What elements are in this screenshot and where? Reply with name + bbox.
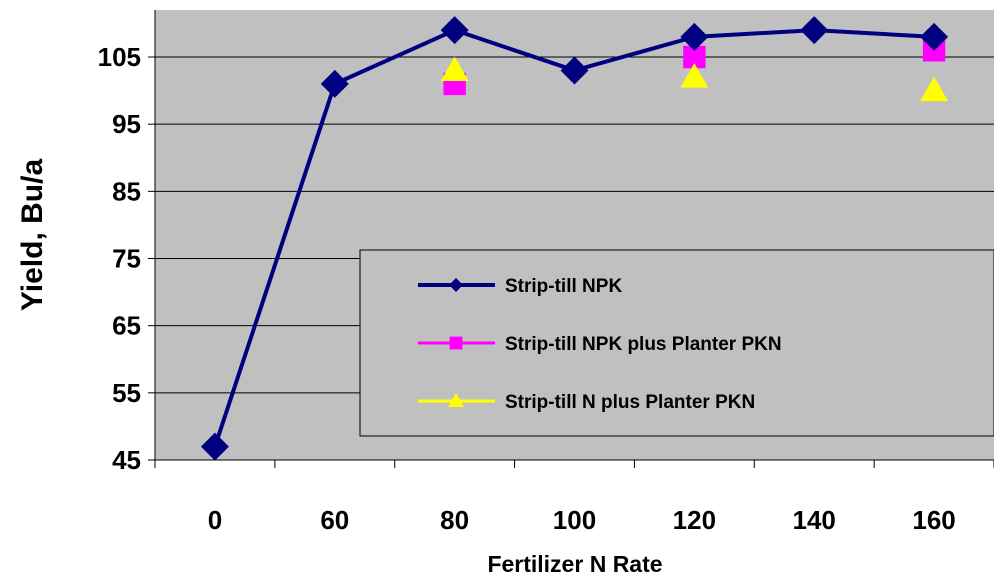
x-tick-label: 120 xyxy=(673,505,716,535)
x-tick-label: 140 xyxy=(793,505,836,535)
data-point xyxy=(920,22,949,51)
legend-entry-label: Strip-till NPK xyxy=(505,276,622,297)
data-point xyxy=(680,22,709,51)
series-2 xyxy=(440,56,949,102)
x-tick-label: 100 xyxy=(553,505,596,535)
y-axis-title: Yield, Bu/a xyxy=(16,159,49,312)
data-point xyxy=(680,63,709,88)
axes xyxy=(148,10,994,468)
x-tick-label: 0 xyxy=(208,505,222,535)
series-layer xyxy=(200,16,949,461)
y-tick-label: 105 xyxy=(98,42,141,72)
y-tick-labels: 45 55 65 75 85 95 105 xyxy=(98,42,141,475)
data-point xyxy=(200,432,229,461)
legend: Strip-till NPK Strip-till NPK plus Plante… xyxy=(359,249,994,437)
legend-entry-label: Strip-till NPK plus Planter PKN xyxy=(505,334,782,355)
x-tick-label: 60 xyxy=(320,505,349,535)
y-tick-label: 85 xyxy=(112,176,141,206)
legend-entry-label: Strip-till N plus Planter PKN xyxy=(505,392,755,413)
legend-swatch-marker xyxy=(448,393,464,407)
data-point xyxy=(920,76,949,102)
data-point xyxy=(440,16,469,45)
x-tick-label: 160 xyxy=(912,505,955,535)
y-tick-label: 75 xyxy=(112,244,141,274)
data-point xyxy=(800,16,829,45)
x-tick-label: 80 xyxy=(440,505,469,535)
data-point xyxy=(683,45,706,69)
y-tick-label: 95 xyxy=(112,109,141,139)
x-axis-title: Fertilizer N Rate xyxy=(487,551,662,577)
y-tick-label: 45 xyxy=(112,445,141,475)
data-point xyxy=(440,56,469,81)
y-tick-label: 65 xyxy=(112,311,141,341)
data-point xyxy=(560,56,589,85)
legend-swatch-marker xyxy=(449,278,463,292)
y-tick-label: 55 xyxy=(112,378,141,408)
x-tick-labels: 0 60 80 100 120 140 160 xyxy=(208,505,956,535)
legend-swatch-marker xyxy=(449,336,463,350)
data-point xyxy=(320,69,349,98)
series-0 xyxy=(200,16,949,461)
